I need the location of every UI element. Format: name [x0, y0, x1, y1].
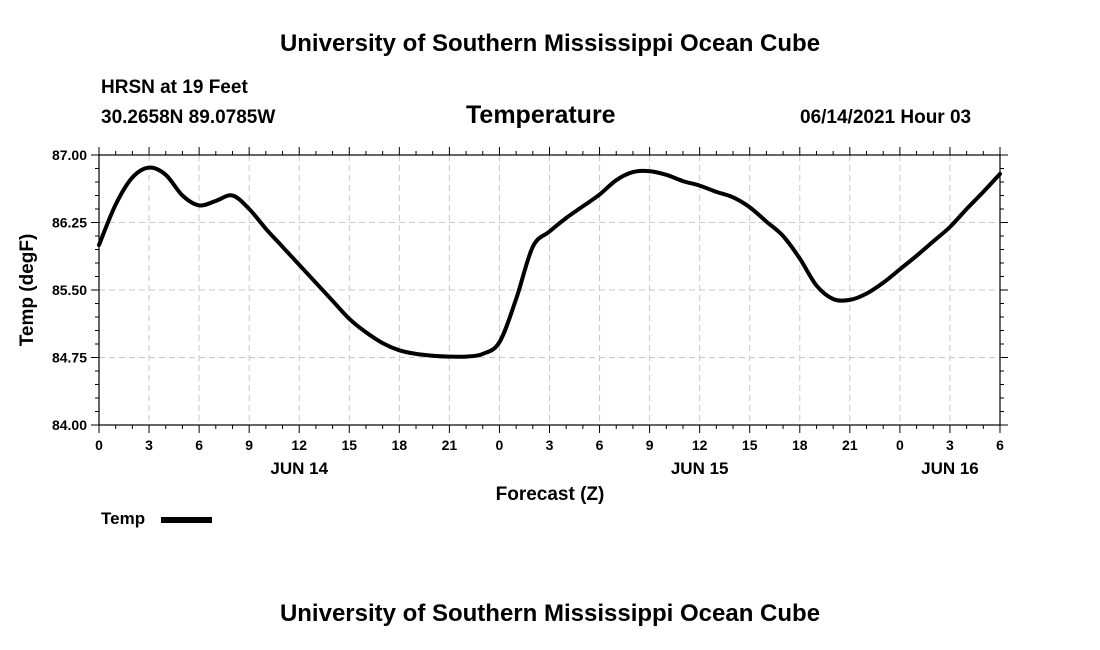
x-tick-label: 6	[596, 437, 604, 453]
x-tick-label: 15	[742, 437, 758, 453]
y-tick-label: 87.00	[52, 147, 87, 163]
y-tick-label: 84.75	[52, 350, 87, 366]
y-tick-label: 86.25	[52, 215, 87, 231]
axis-labels: 0 3 6 9 12 15 18 21 0 3 6 9 12 15 18 21 0 3 6 84.00 84.75 85.…	[52, 147, 1004, 478]
axis-ticks	[91, 147, 1008, 433]
x-tick-label: 12	[291, 437, 307, 453]
forecast-datetime: 06/14/2021 Hour 03	[800, 107, 972, 128]
temp-series-line	[97, 165, 1002, 359]
x-tick-label: 18	[792, 437, 808, 453]
x-tick-label: 9	[646, 437, 654, 453]
x-tick-label: 21	[842, 437, 858, 453]
y-tick-label: 84.00	[52, 417, 87, 433]
station-label: HRSN at 19 Feet	[101, 77, 248, 98]
x-tick-label: 12	[692, 437, 708, 453]
x-tick-label: 0	[95, 437, 103, 453]
x-axis-label: Forecast (Z)	[496, 484, 605, 505]
x-tick-label: 0	[896, 437, 904, 453]
x-tick-label: 18	[392, 437, 408, 453]
plot-title: Temperature	[466, 101, 616, 129]
footer-title: University of Southern Mississippi Ocean…	[279, 600, 821, 627]
x-tick-label: 3	[145, 437, 153, 453]
chart-title: University of Southern Mississippi Ocean…	[279, 30, 821, 57]
x-tick-label: 9	[245, 437, 253, 453]
plot-frame	[98, 154, 1001, 426]
x-tick-label: 21	[442, 437, 458, 453]
day-label: JUN 16	[921, 459, 979, 478]
gridlines	[99, 155, 1000, 425]
day-label: JUN 14	[270, 459, 328, 478]
x-tick-label: 15	[341, 437, 357, 453]
station-coordinates: 30.2658N 89.0785W	[101, 107, 276, 128]
legend-label: Temp	[101, 509, 146, 528]
y-axis-label: Temp (degF)	[17, 234, 38, 347]
y-tick-label: 85.50	[52, 282, 87, 298]
x-tick-label: 6	[195, 437, 203, 453]
x-tick-label: 3	[546, 437, 554, 453]
day-label: JUN 15	[671, 459, 729, 478]
x-tick-label: 3	[946, 437, 954, 453]
x-tick-label: 0	[496, 437, 504, 453]
legend-swatch	[161, 517, 212, 523]
x-tick-label: 6	[996, 437, 1004, 453]
